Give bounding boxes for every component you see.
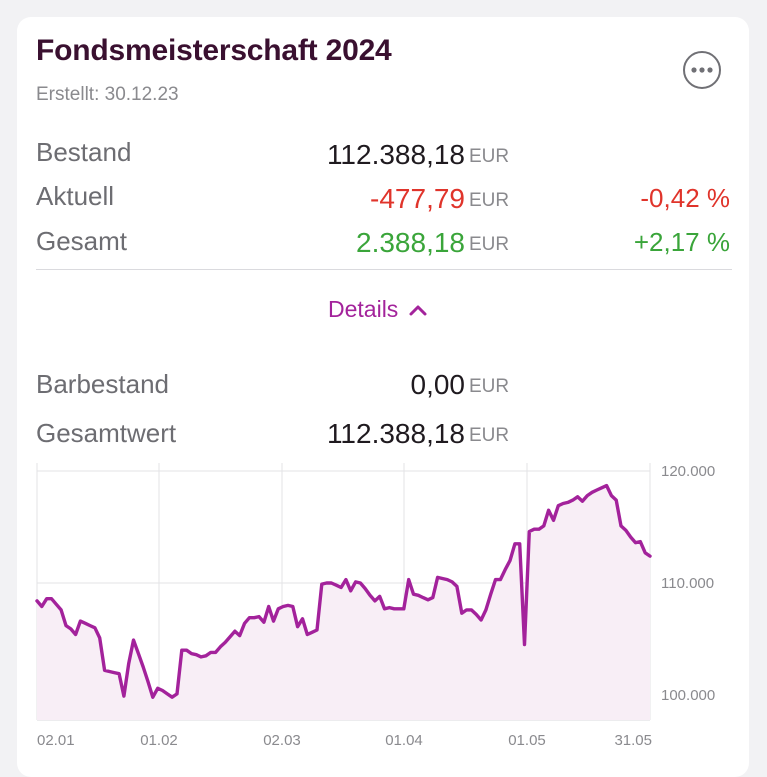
aktuell-percent: -0,42 % xyxy=(640,183,730,213)
bestand-unit: EUR xyxy=(469,146,510,167)
divider xyxy=(36,269,732,270)
area-fill xyxy=(37,485,650,720)
x-tick-label: 01.04 xyxy=(385,732,423,749)
gesamt-value: 2.388,18 xyxy=(356,227,465,258)
portfolio-title: Fondsmeisterschaft 2024 xyxy=(36,34,392,67)
ellipsis-icon xyxy=(691,67,713,73)
gesamt-unit: EUR xyxy=(469,234,510,255)
x-tick-label: 02.03 xyxy=(263,732,301,749)
bestand-value: 112.388,18 xyxy=(326,139,465,170)
aktuell-unit: EUR xyxy=(469,190,510,211)
y-tick-label: 100.000 xyxy=(661,687,715,704)
details-label: Details xyxy=(328,296,399,322)
chevron-up-icon xyxy=(409,305,427,315)
created-date: Erstellt: 30.12.23 xyxy=(36,84,179,105)
x-tick-label: 01.02 xyxy=(140,732,178,749)
barbestand-value: 0,00 xyxy=(410,369,466,400)
value-chart: 100.000 110.000 120.000 02.01 01.02 02.03 01.0… xyxy=(35,463,715,749)
y-tick-label: 120.000 xyxy=(661,463,715,480)
barbestand-unit: EUR xyxy=(469,376,510,397)
series-line xyxy=(35,483,652,699)
x-tick-label: 31.05 xyxy=(614,732,652,749)
gesamt-label: Gesamt xyxy=(36,226,128,256)
aktuell-label: Aktuell xyxy=(36,181,115,211)
gesamtwert-value: 112.388,18 xyxy=(326,418,465,449)
bestand-label: Bestand xyxy=(36,137,132,167)
more-options-button[interactable] xyxy=(683,51,721,89)
details-toggle[interactable]: Details xyxy=(328,296,428,323)
x-tick-label: 02.01 xyxy=(37,732,75,749)
gesamtwert-unit: EUR xyxy=(469,425,510,446)
y-tick-label: 110.000 xyxy=(661,575,714,592)
aktuell-value: -477,79 xyxy=(370,183,465,214)
barbestand-label: Barbestand xyxy=(36,369,169,399)
gesamtwert-label: Gesamtwert xyxy=(36,418,177,448)
gesamt-percent: +2,17 % xyxy=(633,227,730,257)
x-tick-label: 01.05 xyxy=(508,732,546,749)
